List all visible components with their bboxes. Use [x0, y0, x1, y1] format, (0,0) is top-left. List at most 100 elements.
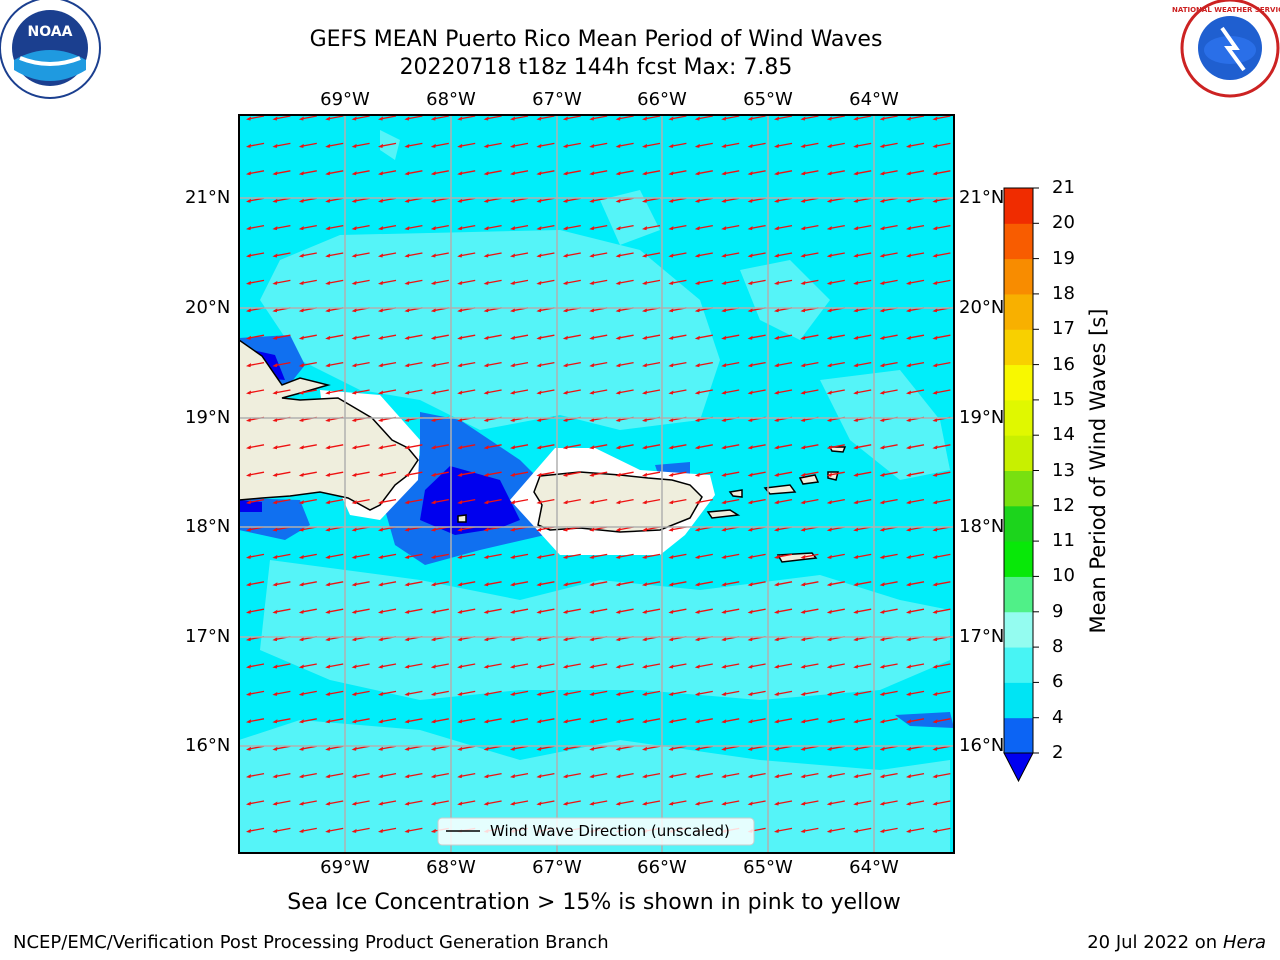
- wave-direction-arrowhead: [325, 363, 331, 368]
- wave-direction-arrowhead: [721, 390, 727, 395]
- wave-direction-arrowhead: [668, 582, 674, 587]
- wave-direction-arrowhead: [457, 472, 463, 477]
- wave-direction-arrowhead: [721, 801, 727, 806]
- wave-direction-arrowhead: [325, 801, 331, 806]
- wave-direction-arrowhead: [906, 527, 911, 532]
- wave-direction-arrowhead: [774, 774, 779, 779]
- wave-direction-arrowhead: [668, 472, 674, 477]
- wave-direction-arrowhead: [615, 116, 621, 121]
- lat-label-right: 20°N: [959, 297, 1005, 318]
- wave-direction-arrowhead: [615, 417, 621, 422]
- wave-direction-arrowhead: [378, 198, 383, 203]
- wave-direction-arrowhead: [668, 746, 674, 751]
- wave-direction-arrowhead: [774, 171, 779, 176]
- wave-direction-arrowhead: [430, 691, 436, 696]
- wave-direction-arrowhead: [351, 609, 357, 614]
- wave-direction-arrowhead: [615, 390, 621, 395]
- wave-direction-arrowhead: [615, 253, 621, 258]
- wave-direction-arrowhead: [351, 691, 357, 696]
- wave-direction-arrowhead: [747, 774, 753, 779]
- wave-direction-arrowhead: [800, 363, 806, 368]
- wave-direction-arrowhead: [853, 472, 859, 477]
- wave-direction-arrowhead: [351, 582, 357, 587]
- colorbar-tick-label: 10: [1052, 565, 1075, 587]
- wave-direction-arrowhead: [325, 226, 331, 231]
- colorbar-tick-label: 21: [1052, 177, 1075, 198]
- wave-direction-arrowhead: [430, 719, 436, 724]
- wave-direction-arrowhead: [694, 801, 700, 806]
- lat-label-left: 16°N: [185, 735, 231, 756]
- wave-direction-arrowhead: [457, 335, 463, 340]
- wave-direction-arrowhead: [800, 390, 806, 395]
- wave-direction-arrowhead: [272, 554, 278, 559]
- wave-direction-arrowhead: [457, 582, 463, 587]
- wave-direction-arrowhead: [826, 116, 832, 121]
- wave-direction-arrowhead: [457, 445, 463, 450]
- wave-direction-arrowhead: [457, 363, 463, 368]
- wave-direction-arrowhead: [562, 280, 568, 285]
- wave-direction-arrowhead: [853, 582, 859, 587]
- wave-direction-arrowhead: [589, 746, 595, 751]
- footer-host: Hera: [1222, 932, 1266, 953]
- wave-direction-arrowhead: [562, 719, 568, 724]
- wave-direction-arrowhead: [298, 500, 304, 505]
- wave-direction-arrowhead: [800, 143, 806, 148]
- wave-direction-arrowhead: [826, 609, 832, 614]
- wave-direction-arrowhead: [853, 143, 859, 148]
- wave-direction-arrowhead: [430, 500, 436, 505]
- wave-direction-arrowhead: [325, 500, 331, 505]
- wave-direction-arrowhead: [536, 774, 542, 779]
- wave-direction-arrowhead: [510, 609, 515, 614]
- wave-direction-arrowhead: [483, 582, 489, 587]
- wave-direction-arrowhead: [615, 637, 621, 642]
- wave-direction-arrowhead: [298, 198, 304, 203]
- wave-direction-arrowhead: [668, 691, 674, 696]
- wave-direction-arrowhead: [774, 664, 779, 669]
- wave-direction-arrowhead: [510, 280, 515, 285]
- wave-direction-arrowhead: [642, 500, 647, 505]
- wave-direction-arrowhead: [325, 171, 331, 176]
- wave-direction-arrowhead: [800, 609, 806, 614]
- wave-direction-arrowhead: [351, 746, 357, 751]
- wave-direction-arrowhead: [615, 691, 621, 696]
- wave-direction-arrowhead: [668, 143, 674, 148]
- wave-direction-arrowhead: [800, 746, 806, 751]
- wave-direction-arrowhead: [351, 363, 357, 368]
- wave-direction-arrowhead: [747, 143, 753, 148]
- wave-direction-arrowhead: [800, 116, 806, 121]
- wave-direction-arrowhead: [351, 527, 357, 532]
- wave-direction-arrowhead: [457, 637, 463, 642]
- wave-direction-arrowhead: [246, 171, 251, 176]
- wave-direction-arrowhead: [747, 637, 753, 642]
- wave-direction-arrowhead: [298, 417, 304, 422]
- wave-direction-arrowhead: [246, 527, 251, 532]
- wave-direction-arrowhead: [747, 472, 753, 477]
- wave-direction-arrowhead: [325, 582, 331, 587]
- wave-direction-arrowhead: [325, 116, 331, 121]
- wave-direction-arrowhead: [430, 363, 436, 368]
- wave-direction-arrowhead: [906, 609, 911, 614]
- wave-direction-arrowhead: [378, 500, 383, 505]
- wave-direction-arrowhead: [721, 637, 727, 642]
- wave-direction-arrowhead: [298, 280, 304, 285]
- wave-direction-arrowhead: [589, 335, 595, 340]
- wave-direction-arrowhead: [404, 390, 410, 395]
- wave-direction-arrowhead: [457, 143, 463, 148]
- wave-direction-arrowhead: [906, 143, 911, 148]
- wave-direction-arrowhead: [721, 774, 727, 779]
- wave-direction-arrowhead: [879, 253, 885, 258]
- wave-direction-arrowhead: [694, 500, 700, 505]
- wave-direction-arrowhead: [325, 335, 331, 340]
- wave-direction-arrowhead: [536, 691, 542, 696]
- wave-direction-arrowhead: [325, 143, 331, 148]
- wave-direction-arrowhead: [774, 280, 779, 285]
- lat-label-left: 18°N: [185, 516, 231, 537]
- wave-direction-arrowhead: [879, 527, 885, 532]
- wave-direction-arrowhead: [721, 746, 727, 751]
- wave-direction-arrowhead: [378, 637, 383, 642]
- wave-direction-arrowhead: [378, 774, 383, 779]
- wave-direction-arrowhead: [906, 253, 911, 258]
- lat-label-right: 17°N: [959, 626, 1005, 647]
- wave-direction-arrowhead: [906, 116, 911, 121]
- wave-direction-arrowhead: [536, 198, 542, 203]
